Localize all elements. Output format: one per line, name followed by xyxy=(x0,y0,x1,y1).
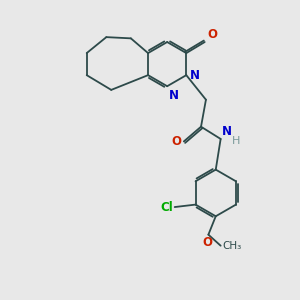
Text: H: H xyxy=(232,136,240,146)
Text: Cl: Cl xyxy=(160,200,173,214)
Text: N: N xyxy=(168,89,178,102)
Text: O: O xyxy=(171,135,181,148)
Text: N: N xyxy=(190,69,200,82)
Text: O: O xyxy=(202,236,212,249)
Text: O: O xyxy=(208,28,218,41)
Text: CH₃: CH₃ xyxy=(223,241,242,251)
Text: N: N xyxy=(222,125,232,138)
